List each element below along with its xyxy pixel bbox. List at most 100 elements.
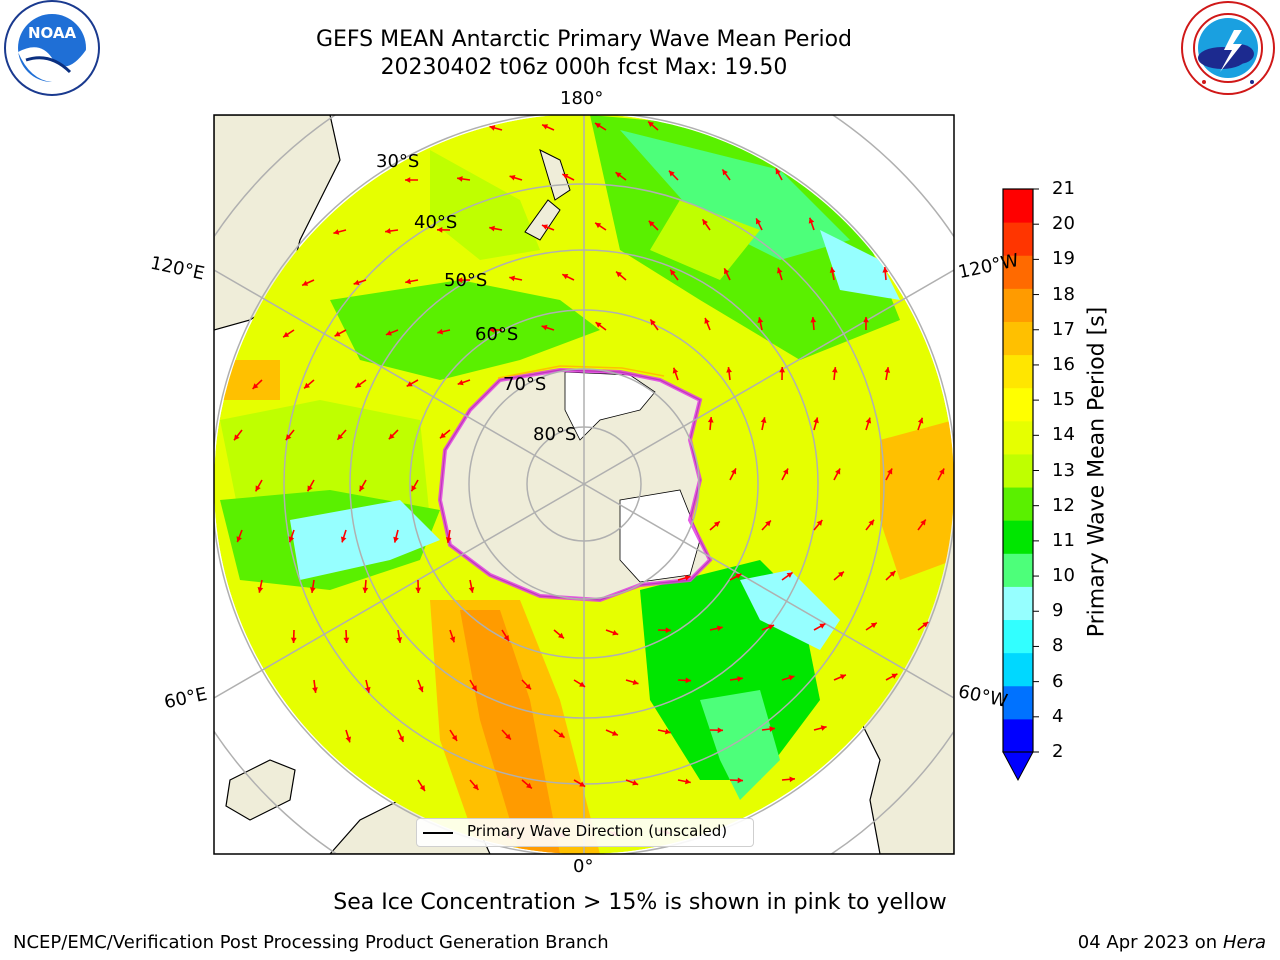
colorbar-tick-label: 18 [1052,283,1075,305]
colorbar-segment [1003,189,1033,223]
wave-arrow-head [757,317,764,324]
colorbar-segment [1003,387,1033,422]
colorbar-segment [1003,487,1033,521]
wave-arrow-head [451,734,458,741]
colorbar-segment [1003,288,1033,322]
wave-arrow-head [302,280,309,286]
lat-label-80s: 80°S [533,424,577,445]
wave-arrow-head [783,468,789,475]
wave-arrow-head [362,587,369,593]
wave-arrow-head [788,675,795,681]
wave-arrow-head [285,434,292,441]
wave-arrow-head [541,324,548,331]
wave-arrow-head [437,227,443,233]
wave-arrow-head [684,575,691,581]
wave-arrow-head [489,327,495,333]
wave-arrow-head [611,730,618,736]
wave-arrow-head [234,434,240,441]
wave-arrow-head [595,123,601,129]
wave-arrow-head [255,485,261,492]
wave-arrow-head [288,536,295,543]
longitude-lines [214,115,954,854]
map-subtitle-run-info: 20230402 t06z 000h fcst Max: 19.50 [380,55,788,80]
colorbar-segment [1003,255,1033,289]
wave-arrow-head [737,676,743,682]
wave-arrow-head [722,169,728,176]
wave-arrow-head [364,686,371,693]
wave-arrow-head [668,170,675,177]
wave-arrow-head [345,736,352,743]
colorbar-segment [1003,420,1033,455]
wave-arrow-head [595,322,602,328]
wave-arrow-head [526,782,532,789]
wave-arrow-head [650,319,656,326]
colorbar-segment [1003,718,1033,753]
wave-arrow-head [337,433,344,440]
wave-arrow-head [716,625,723,632]
wave-arrow-head [889,571,896,577]
wave-arrow-head [838,571,844,578]
wave-arrow-head [717,727,723,734]
colorbar-extend-arrow [1002,751,1034,782]
wave-arrow-head [789,776,795,783]
colorbar-tick-label: 6 [1052,670,1064,692]
lat-label-30s: 30°S [376,151,420,172]
wave-arrow-head [411,485,417,492]
wave-arrow-head [509,275,516,282]
wave-arrow-head [702,219,708,226]
wave-arrow-head [393,536,399,543]
wave-arrow-head [525,683,531,690]
wave-arrow-head [612,629,619,636]
wave-arrow-head [385,228,391,234]
wave-arrow-head [615,172,622,178]
wave-arrow-head [882,267,889,273]
wave-arrow-head [353,279,360,286]
wave-arrow-head [648,121,654,128]
wave-arrow-head [670,269,676,276]
map-title: GEFS MEAN Antarctic Primary Wave Mean Pe… [315,27,853,52]
colorbar-tick-label: 20 [1052,213,1075,235]
map-legend: Primary Wave Direction (unscaled) [416,818,754,847]
wave-arrow-head [398,735,404,742]
wave-arrow-head [707,417,714,423]
wave-arrow-head [831,367,838,373]
wave-arrow-head [735,573,742,579]
wave-arrow-head [672,367,679,374]
wave-arrow-head [685,677,691,684]
wave-arrow-head [768,624,775,630]
colorbar-segment [1003,652,1033,687]
wave-arrow-head [632,679,639,685]
wave-arrow-head [236,536,242,543]
colorbar-tick-label: 16 [1052,353,1075,375]
wave-arrow-head [340,536,347,543]
colorbar-tick-label: 4 [1052,705,1064,727]
wave-arrow-head [437,328,444,335]
wave-arrow-head [755,218,762,225]
lat-label-60s: 60°S [475,324,519,345]
wave-arrow-head [779,367,786,373]
colorbar-tick-label: 15 [1052,389,1075,411]
wave-arrow-head [870,622,877,629]
wave-arrow-head [839,674,846,680]
wave-arrow-head [489,125,496,131]
wave-arrow-head [405,177,411,183]
wave-arrow-head [359,485,365,492]
wave-arrow-head [887,468,893,475]
colorbar-segment [1003,321,1033,356]
wave-arrow-head [509,174,516,181]
wave-arrow-head [891,673,898,679]
wave-arrow-head [542,124,549,130]
wave-arrow-head [457,176,463,182]
wave-arrow-head [309,587,316,593]
wave-arrow-head [939,468,945,475]
wave-arrow-head [562,274,569,280]
sea-ice-edge [437,367,713,603]
lon-label-180: 180° [560,88,604,109]
wave-arrow-head [737,777,743,784]
wave-arrow-head [704,317,710,324]
wave-arrow-head [457,277,463,283]
wave-arrow-head [724,268,730,275]
lat-label-50s: 50°S [444,270,488,291]
lat-label-70s: 70°S [503,374,547,395]
wave-arrow-head [334,331,341,337]
